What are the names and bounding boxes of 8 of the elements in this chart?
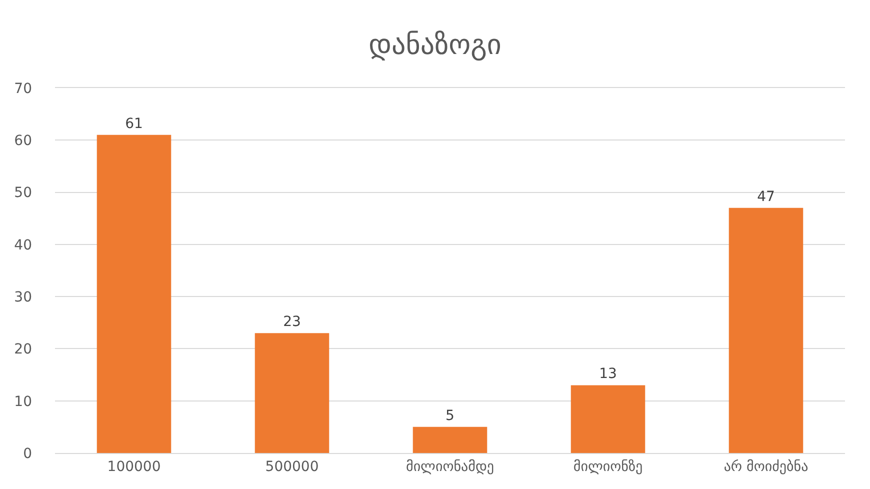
y-tick-label: 70 (14, 80, 32, 97)
y-tick-label: 60 (14, 133, 32, 150)
y-tick-label: 20 (14, 342, 32, 358)
y-tick-label: 40 (14, 237, 32, 254)
y-tick-label: 10 (14, 394, 32, 410)
y-tick-label: 0 (23, 446, 32, 462)
y-tick-label: 50 (14, 185, 32, 202)
y-tick-label: 30 (14, 289, 32, 306)
